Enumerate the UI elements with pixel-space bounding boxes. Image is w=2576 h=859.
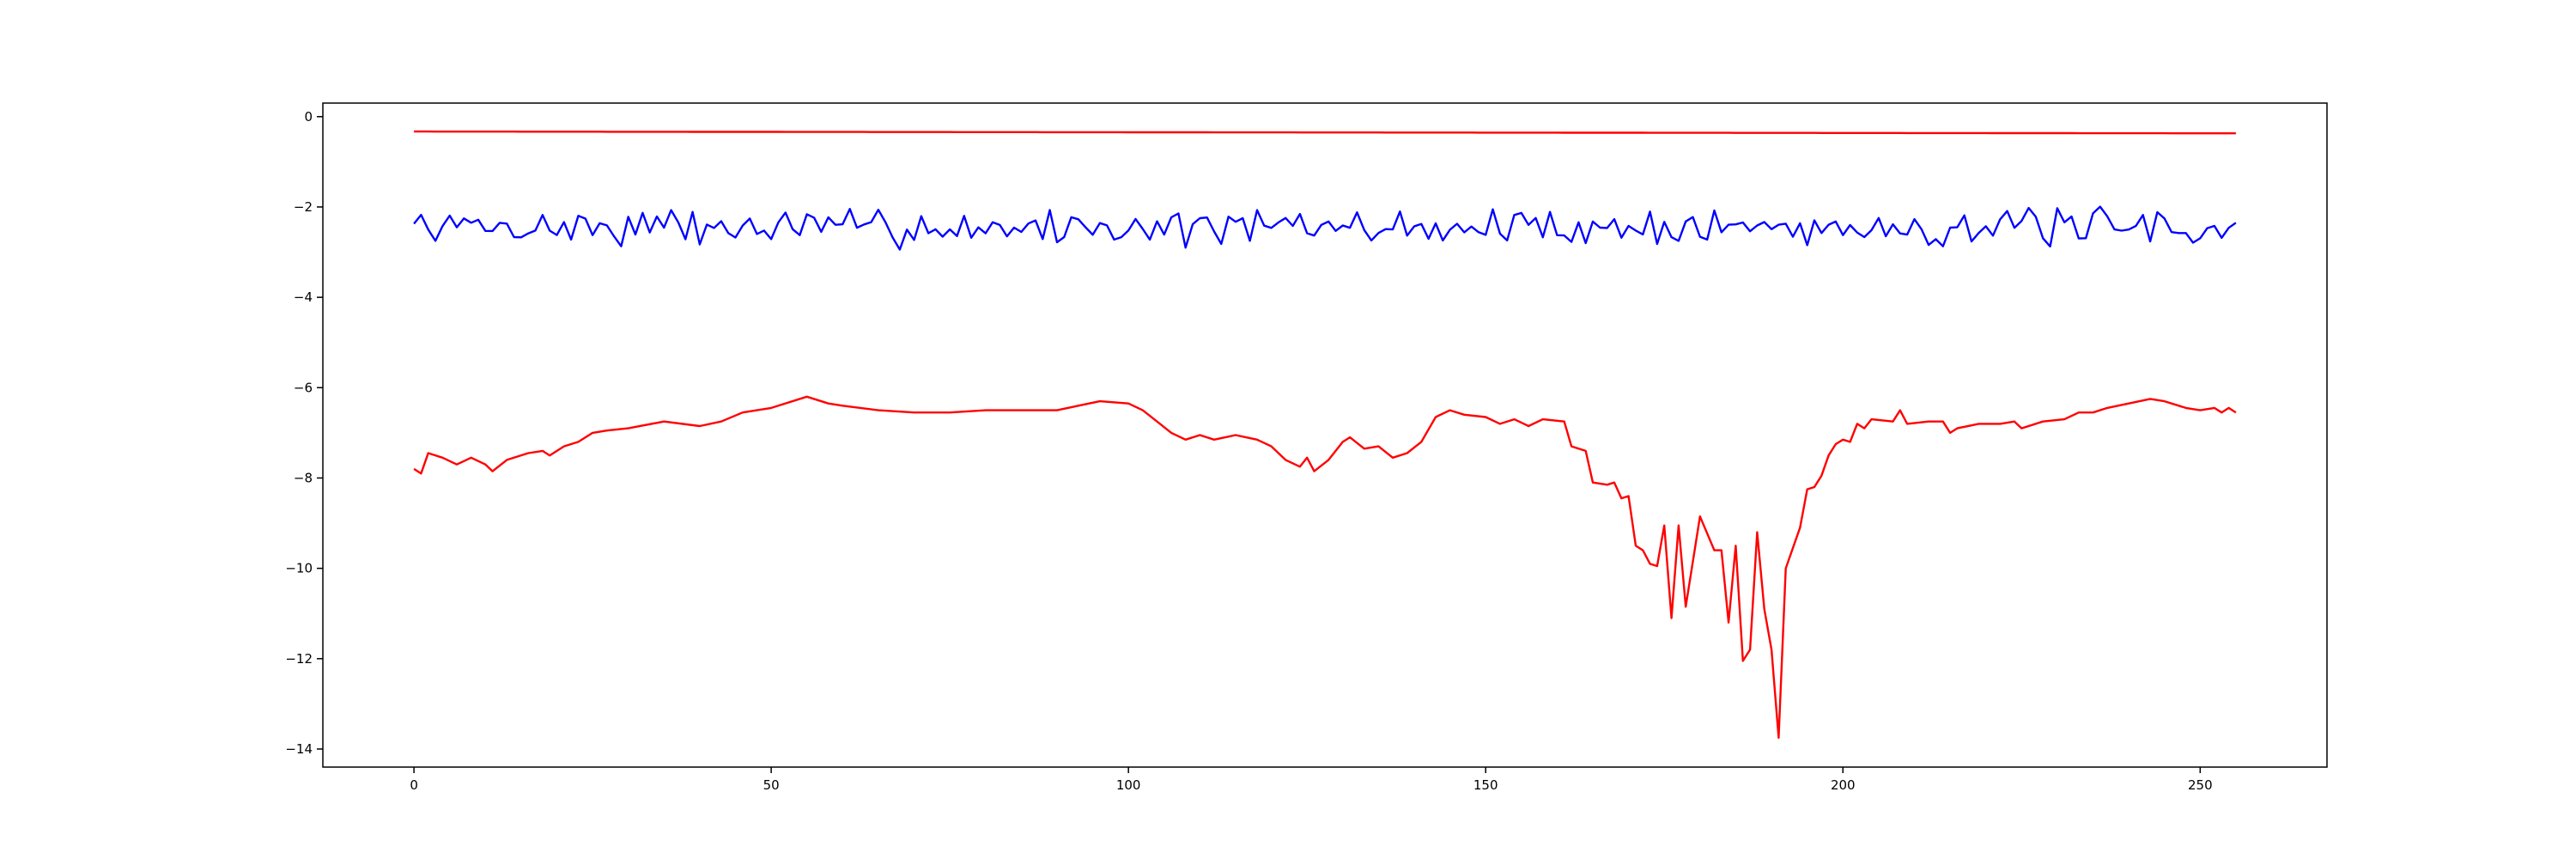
x-tick-label: 50 (763, 777, 780, 793)
x-tick-label: 100 (1116, 777, 1141, 793)
y-tick-label: 0 (304, 109, 313, 125)
series-layer (413, 130, 2237, 739)
y-tick-label: −2 (294, 199, 313, 215)
x-tick-label: 200 (1831, 777, 1856, 793)
x-axis: 0 50 100 150 200 250 (410, 767, 2213, 793)
y-tick-label: −6 (294, 380, 313, 395)
series-line-2 (413, 205, 2237, 251)
series-line-3 (413, 395, 2237, 739)
series-line-1 (414, 130, 2236, 135)
y-axis: 0 −2 −4 −6 −8 −10 −12 −14 (285, 109, 323, 757)
y-tick-label: −10 (285, 561, 313, 576)
x-tick-label: 250 (2188, 777, 2213, 793)
y-tick-label: −14 (285, 741, 313, 757)
x-tick-label: 0 (410, 777, 418, 793)
y-tick-label: −4 (294, 289, 313, 305)
y-tick-label: −12 (285, 651, 313, 667)
plot-frame (322, 102, 2328, 768)
y-tick-label: −8 (294, 470, 313, 485)
x-tick-label: 150 (1473, 777, 1498, 793)
